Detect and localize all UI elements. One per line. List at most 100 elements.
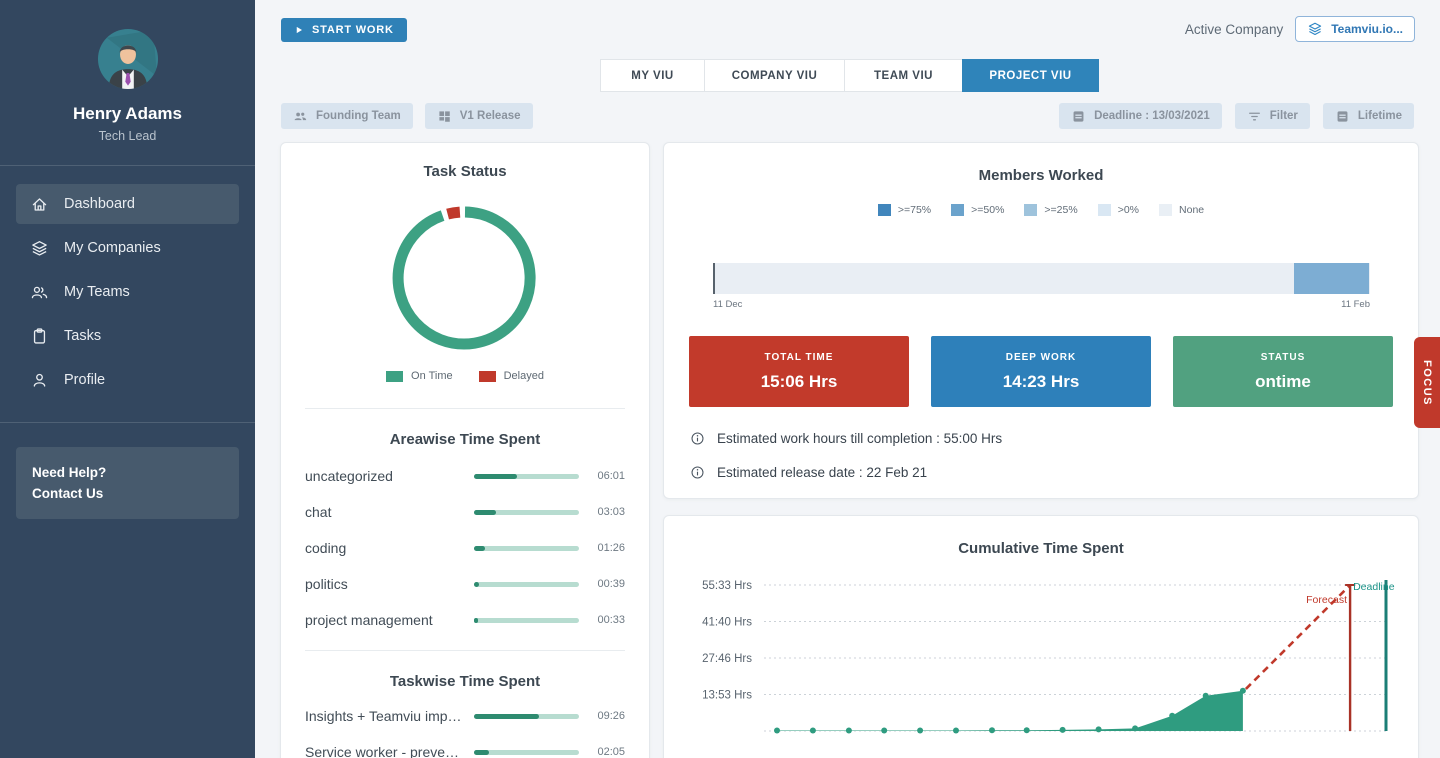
filter-icon (1248, 112, 1260, 120)
taskwise-bar-fill (474, 713, 540, 719)
sidebar-nav: Dashboard My Companies My Teams Tasks Profil… (0, 184, 255, 400)
info-rows: Estimated work hours till completion : 5… (664, 431, 1418, 480)
sidebar-item-label: Tasks (64, 328, 102, 344)
tab-label: COMPANY VIU (731, 69, 818, 82)
stat-card-status: STATUS ontime (1173, 336, 1393, 407)
timeline-start-date: 11 Dec (713, 299, 743, 310)
areawise-bar-fill (474, 617, 479, 623)
members-legend-item-none: None (1159, 204, 1204, 216)
sidebar-item-profile[interactable]: Profile (16, 360, 239, 400)
areawise-label: project management (305, 612, 433, 628)
tab-label: PROJECT VIU (989, 69, 1072, 82)
members-legend-item-0: >0% (1097, 204, 1139, 216)
stat-card-total-time: TOTAL TIME 15:06 Hrs (689, 336, 909, 407)
areawise-label: coding (305, 540, 347, 556)
areawise-bar-track (474, 473, 579, 479)
filter-chips-right: Deadline : 13/03/2021 Filter Lifetime (1059, 103, 1414, 129)
legend-label: >=25% (1044, 204, 1078, 216)
areawise-label: politics (305, 576, 348, 592)
svg-text:27:46 Hrs: 27:46 Hrs (702, 653, 752, 665)
user-role: Tech Lead (98, 129, 157, 143)
tab-my-viu[interactable]: MY VIU (600, 59, 705, 92)
task-status-donut-chart (392, 206, 536, 350)
legend-label: On Time (411, 370, 453, 382)
chip-founding-team[interactable]: Founding Team (281, 103, 413, 129)
tab-label: TEAM VIU (874, 69, 933, 82)
svg-text:13:53 Hrs: 13:53 Hrs (702, 690, 752, 702)
legend-swatch (386, 370, 404, 382)
sidebar-divider-2 (0, 422, 255, 423)
chip-lifetime[interactable]: Lifetime (1322, 103, 1414, 129)
calendar-icon (1073, 110, 1084, 122)
start-work-button[interactable]: START WORK (281, 18, 407, 42)
members-worked-card: Members Worked >=75% >=50% >=25% >0% None 11… (663, 142, 1419, 499)
sidebar-item-my-teams[interactable]: My Teams (16, 272, 239, 312)
timeline-segment-25 (1294, 263, 1369, 294)
areawise-rows: uncategorized 06:01 chat 03:03 coding 01:26 po… (281, 458, 649, 638)
filter-chips-left: Founding Team V1 Release (281, 103, 533, 129)
areawise-row-politics: politics 00:39 (281, 566, 649, 602)
sidebar-item-dashboard[interactable]: Dashboard (16, 184, 239, 224)
taskwise-bar-track (474, 713, 579, 719)
stat-label: DEEP WORK (1005, 351, 1077, 363)
chip-label: Filter (1269, 110, 1298, 122)
focus-tab[interactable]: FOCUS (1414, 337, 1440, 428)
areawise-row-coding: coding 01:26 (281, 530, 649, 566)
info-icon (691, 432, 704, 445)
layers-icon (32, 240, 47, 256)
info-text: Estimated work hours till completion : 5… (717, 431, 1003, 446)
people-filled-icon (294, 112, 307, 120)
svg-text:55:33 Hrs: 55:33 Hrs (702, 580, 752, 592)
chip-v1-release[interactable]: V1 Release (424, 103, 533, 129)
stat-label: TOTAL TIME (764, 351, 834, 363)
chip-label: V1 Release (459, 110, 521, 122)
tab-project-viu[interactable]: PROJECT VIU (962, 59, 1099, 92)
taskwise-row-insights-teamviu-impro: Insights + Teamviu impro... 09:26 (281, 698, 649, 734)
members-timeline-bar (713, 263, 1370, 294)
play-icon (294, 25, 304, 35)
legend-item-on-time: On Time (386, 370, 453, 382)
chip-deadline-13-03-2021[interactable]: Deadline : 13/03/2021 (1059, 103, 1222, 129)
chip-filter[interactable]: Filter (1234, 103, 1310, 129)
legend-swatch (1159, 204, 1173, 216)
help-contact-link: Contact Us (32, 486, 104, 501)
deadline-label: Deadline (1353, 581, 1395, 593)
sidebar-item-tasks[interactable]: Tasks (16, 316, 239, 356)
tab-team-viu[interactable]: TEAM VIU (844, 59, 963, 92)
members-legend: >=75% >=50% >=25% >0% None (664, 204, 1418, 216)
legend-label: Delayed (503, 370, 544, 382)
areawise-label: chat (305, 504, 332, 520)
taskwise-label: Insights + Teamviu impro... (305, 708, 472, 724)
user-name: Henry Adams (73, 104, 182, 123)
info-text: Estimated release date : 22 Feb 21 (717, 465, 928, 480)
legend-swatch (478, 370, 496, 382)
areawise-bar-fill (474, 545, 485, 551)
stat-value: 15:06 Hrs (760, 371, 838, 391)
tab-company-viu[interactable]: COMPANY VIU (704, 59, 845, 92)
svg-text:41:40 Hrs: 41:40 Hrs (702, 617, 752, 629)
stat-value: 14:23 Hrs (1002, 371, 1080, 391)
members-legend-item-25: >=25% (1024, 204, 1078, 216)
help-title: Need Help? (32, 465, 107, 480)
tab-label: MY VIU (631, 69, 674, 82)
task-status-legend: On Time Delayed (281, 370, 649, 382)
areawise-bar-track (474, 509, 579, 515)
divider (305, 408, 625, 409)
taskwise-value: 02:05 (597, 746, 625, 758)
sidebar-item-my-companies[interactable]: My Companies (16, 228, 239, 268)
sidebar-item-label: My Teams (64, 284, 130, 300)
legend-label: None (1179, 204, 1205, 216)
cumulative-title: Cumulative Time Spent (958, 540, 1124, 557)
areawise-value: 03:03 (597, 506, 625, 518)
people-icon (31, 286, 48, 298)
info-icon (691, 466, 704, 479)
stat-cards: TOTAL TIME 15:06 Hrs DEEP WORK 14:23 Hrs STA… (689, 336, 1393, 407)
taskwise-value: 09:26 (597, 710, 625, 722)
company-switcher-button[interactable]: Teamviu.io... (1295, 16, 1415, 42)
help-box[interactable]: Need Help? Contact Us (16, 447, 239, 519)
areawise-bar-track (474, 545, 579, 551)
legend-swatch (951, 204, 965, 216)
info-row-2: Estimated release date : 22 Feb 21 (690, 465, 1392, 480)
members-legend-item-75: >=75% (877, 204, 931, 216)
legend-swatch (1024, 204, 1038, 216)
